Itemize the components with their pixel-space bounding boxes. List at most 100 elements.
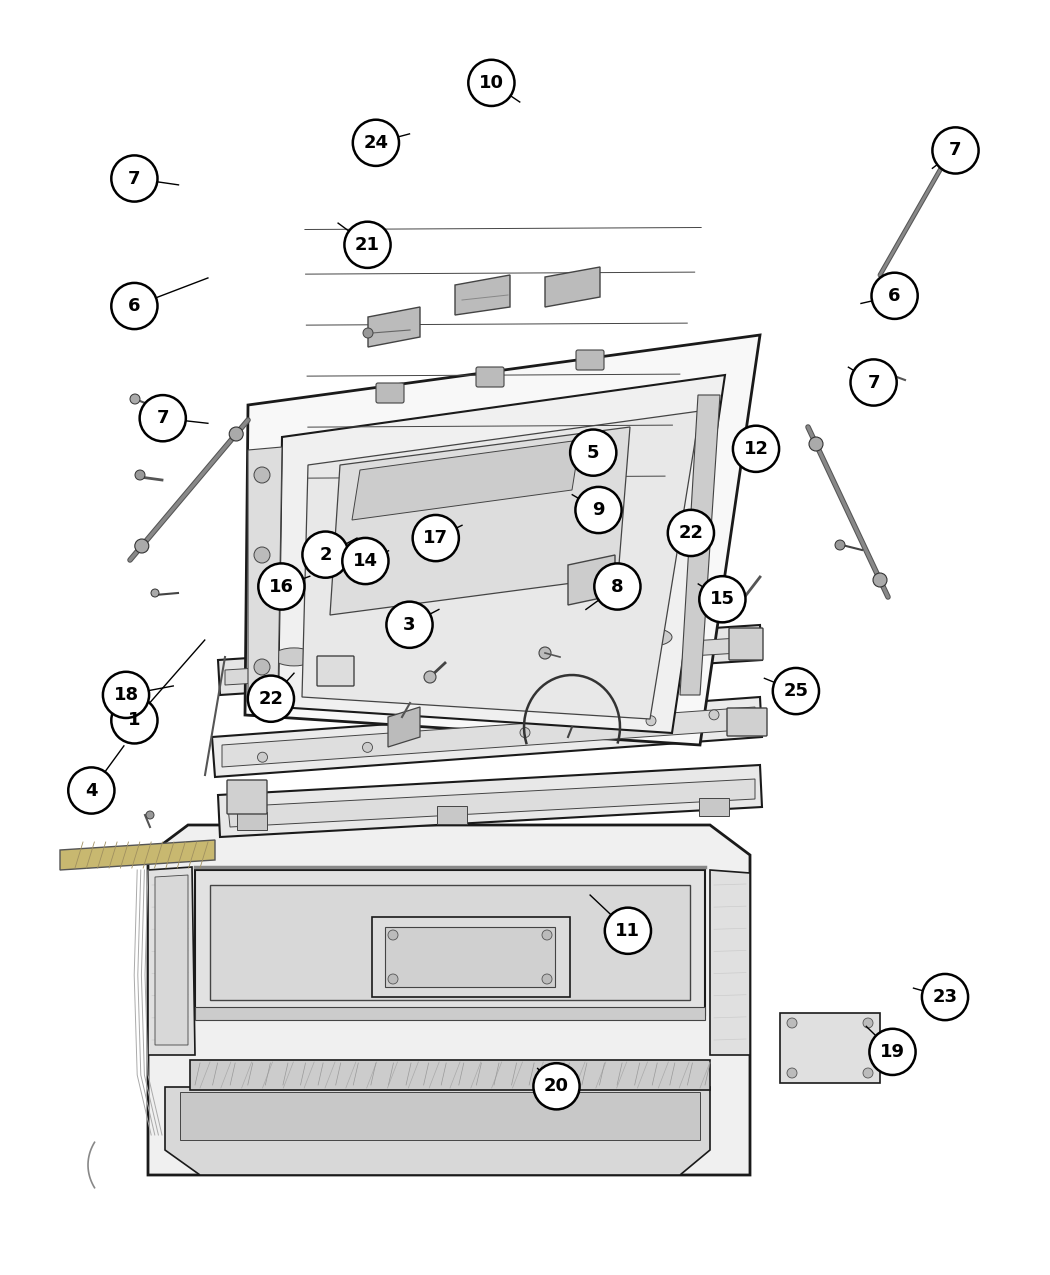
Text: 18: 18 [113,686,139,704]
Circle shape [668,510,714,556]
Text: 15: 15 [710,590,735,608]
Ellipse shape [273,648,315,666]
Circle shape [733,426,779,472]
Text: 19: 19 [880,1043,905,1061]
Text: 21: 21 [355,236,380,254]
Text: 17: 17 [423,529,448,547]
Ellipse shape [630,629,672,646]
Polygon shape [190,1060,710,1090]
Text: 7: 7 [867,374,880,391]
Text: 23: 23 [932,988,958,1006]
Circle shape [111,156,158,201]
Polygon shape [210,885,690,1000]
Polygon shape [155,875,188,1046]
Polygon shape [780,1014,880,1082]
Text: 6: 6 [128,297,141,315]
FancyBboxPatch shape [727,708,766,736]
FancyBboxPatch shape [376,382,404,403]
Text: 4: 4 [85,782,98,799]
Circle shape [835,541,845,550]
Circle shape [575,487,622,533]
Text: 22: 22 [678,524,704,542]
Circle shape [788,1068,797,1077]
Text: 7: 7 [949,142,962,159]
Circle shape [254,467,270,483]
FancyBboxPatch shape [317,657,354,686]
Polygon shape [148,867,195,1054]
Polygon shape [180,1091,700,1140]
Circle shape [870,365,880,375]
Circle shape [872,273,918,319]
Circle shape [873,572,887,586]
Circle shape [363,328,373,338]
Text: 16: 16 [269,578,294,595]
Polygon shape [222,708,755,768]
Text: 7: 7 [128,170,141,187]
Text: 10: 10 [479,74,504,92]
Ellipse shape [392,641,434,659]
Polygon shape [60,840,215,870]
Circle shape [362,742,373,752]
Circle shape [605,908,651,954]
Circle shape [424,671,436,683]
Circle shape [68,768,114,813]
Polygon shape [545,266,600,307]
Circle shape [302,532,349,578]
Polygon shape [165,1088,710,1176]
Polygon shape [680,395,720,695]
Polygon shape [228,779,755,827]
Bar [237,812,267,830]
Text: 20: 20 [544,1077,569,1095]
Polygon shape [212,697,762,776]
Text: 11: 11 [615,922,640,940]
Circle shape [140,395,186,441]
Polygon shape [218,765,762,836]
Polygon shape [148,825,750,1176]
Circle shape [258,564,304,609]
Circle shape [130,394,140,404]
Text: 24: 24 [363,134,388,152]
Circle shape [886,1040,898,1052]
Polygon shape [710,870,750,1054]
Polygon shape [278,375,724,733]
Circle shape [539,646,551,659]
Polygon shape [302,411,700,719]
Text: 25: 25 [783,682,808,700]
Polygon shape [372,917,570,997]
Polygon shape [568,555,615,606]
Polygon shape [455,275,510,315]
Circle shape [254,547,270,564]
Polygon shape [225,638,755,685]
Circle shape [151,589,159,597]
Circle shape [468,60,514,106]
Polygon shape [248,448,282,697]
Text: 22: 22 [258,690,284,708]
Circle shape [344,222,391,268]
Circle shape [808,437,823,451]
FancyBboxPatch shape [729,629,763,660]
Polygon shape [195,1007,705,1020]
Text: 3: 3 [403,616,416,634]
Circle shape [520,728,530,737]
Polygon shape [385,927,555,987]
Circle shape [111,283,158,329]
Text: 8: 8 [611,578,624,595]
Circle shape [594,564,640,609]
Circle shape [709,710,719,720]
FancyBboxPatch shape [576,351,604,370]
Circle shape [135,470,145,479]
Circle shape [788,1017,797,1028]
Circle shape [111,697,158,743]
Circle shape [863,1017,873,1028]
Circle shape [699,576,746,622]
FancyBboxPatch shape [476,367,504,388]
Polygon shape [368,307,420,347]
Circle shape [229,427,244,441]
Circle shape [388,929,398,940]
Bar [699,798,729,816]
Circle shape [922,974,968,1020]
Circle shape [413,515,459,561]
FancyBboxPatch shape [227,780,267,813]
Circle shape [646,715,656,725]
Bar [437,806,466,824]
